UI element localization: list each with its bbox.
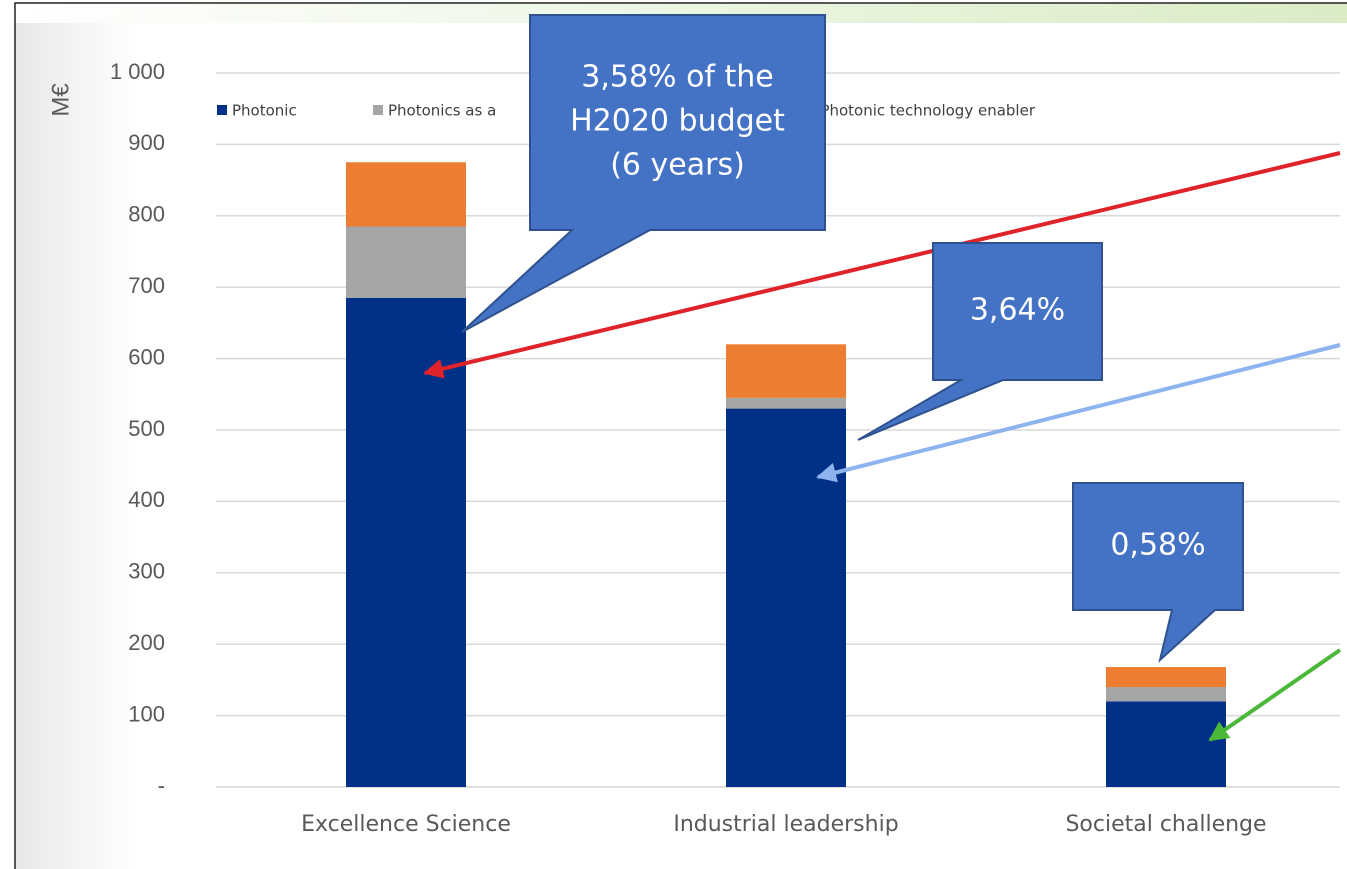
legend-label: Photonic [232, 102, 297, 120]
legend-swatch [217, 105, 227, 115]
overlays: 3,58% of the H2020 budget (6 years) 3,64% 0,… [423, 14, 1342, 742]
y-tick-label: 200 [128, 630, 165, 655]
x-tick-label: Industrial leadership [673, 812, 898, 837]
callout-text: 3,64% [970, 293, 1065, 328]
arrow [423, 151, 1341, 379]
top-band [15, 3, 1347, 23]
legend-label: Photonics as a [388, 102, 496, 120]
legend-label: Photonic technology enabler [820, 102, 1035, 120]
bar-segment [346, 226, 466, 298]
legend-swatch [373, 105, 383, 115]
callout [461, 14, 826, 333]
y-tick-label: 300 [128, 559, 165, 584]
x-tick-label: Societal challenge [1065, 812, 1266, 837]
y-tick-label: - [158, 773, 165, 798]
y-tick-label: 800 [128, 202, 165, 227]
bar-segment [1106, 701, 1226, 787]
bar-segment [1106, 687, 1226, 702]
y-tick-label: 600 [128, 344, 165, 369]
bar-segment [726, 397, 846, 409]
callout [857, 242, 1103, 441]
y-tick-label: 100 [128, 701, 165, 726]
callout-text: (6 years) [610, 148, 745, 183]
y-tick-label: 1 000 [110, 59, 165, 84]
x-tick-label: Excellence Science [301, 812, 511, 837]
bar-segment [726, 344, 846, 398]
y-tick-label: 900 [128, 130, 165, 155]
callout-text: H2020 budget [570, 104, 785, 139]
bar-segment [726, 408, 846, 787]
bar-segment [1106, 667, 1226, 688]
callout-text: 3,58% of the [581, 60, 774, 95]
y-axis-label: M€ [47, 83, 74, 117]
y-tick-label: 500 [128, 416, 165, 441]
callout-text: 0,58% [1110, 528, 1205, 563]
y-tick-label: 700 [128, 273, 165, 298]
bar-segment [346, 297, 466, 787]
callout [1072, 482, 1244, 663]
arrow [1208, 648, 1342, 742]
bar-segment [346, 162, 466, 227]
y-tick-label: 400 [128, 487, 165, 512]
left-shade [15, 3, 135, 869]
arrow [816, 343, 1341, 483]
frame [14, 2, 1347, 869]
